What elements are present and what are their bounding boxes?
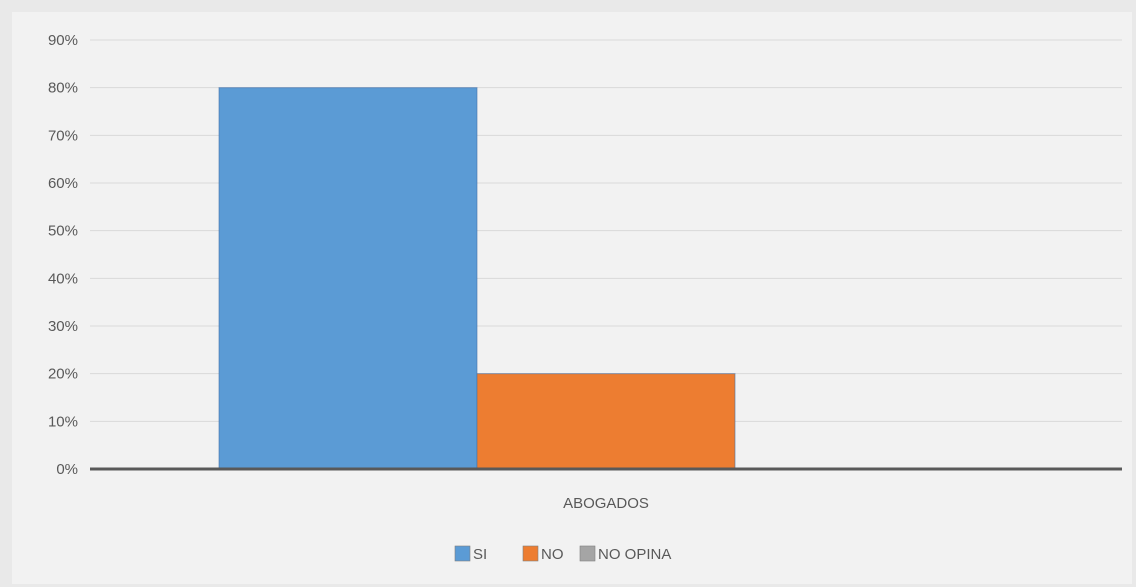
legend-swatch	[522, 545, 539, 562]
legend-label: SI	[473, 546, 487, 563]
x-axis-categories: ABOGADOS	[563, 495, 649, 512]
bar-no	[476, 373, 736, 470]
legend-swatch	[579, 545, 596, 562]
y-tick-label: 30%	[48, 318, 78, 335]
y-tick-label: 90%	[48, 32, 78, 49]
plot-area	[12, 12, 1132, 584]
y-axis-ticks: 0% 10% 20% 30% 40% 50% 60% 70% 80% 90%	[48, 32, 78, 478]
y-tick-label: 50%	[48, 223, 78, 240]
y-tick-label: 80%	[48, 80, 78, 97]
y-tick-label: 0%	[56, 461, 78, 478]
y-tick-label: 20%	[48, 366, 78, 383]
x-category-label: ABOGADOS	[563, 495, 649, 512]
y-tick-label: 40%	[48, 270, 78, 287]
legend-label: NO OPINA	[598, 546, 671, 563]
bar-si	[218, 87, 478, 470]
bars	[218, 87, 736, 470]
legend-label: NO	[541, 546, 564, 563]
y-tick-label: 70%	[48, 127, 78, 144]
y-tick-label: 60%	[48, 175, 78, 192]
y-tick-label: 10%	[48, 413, 78, 430]
legend-swatch	[454, 545, 471, 562]
legend: SI NO NO OPINA	[427, 539, 737, 583]
